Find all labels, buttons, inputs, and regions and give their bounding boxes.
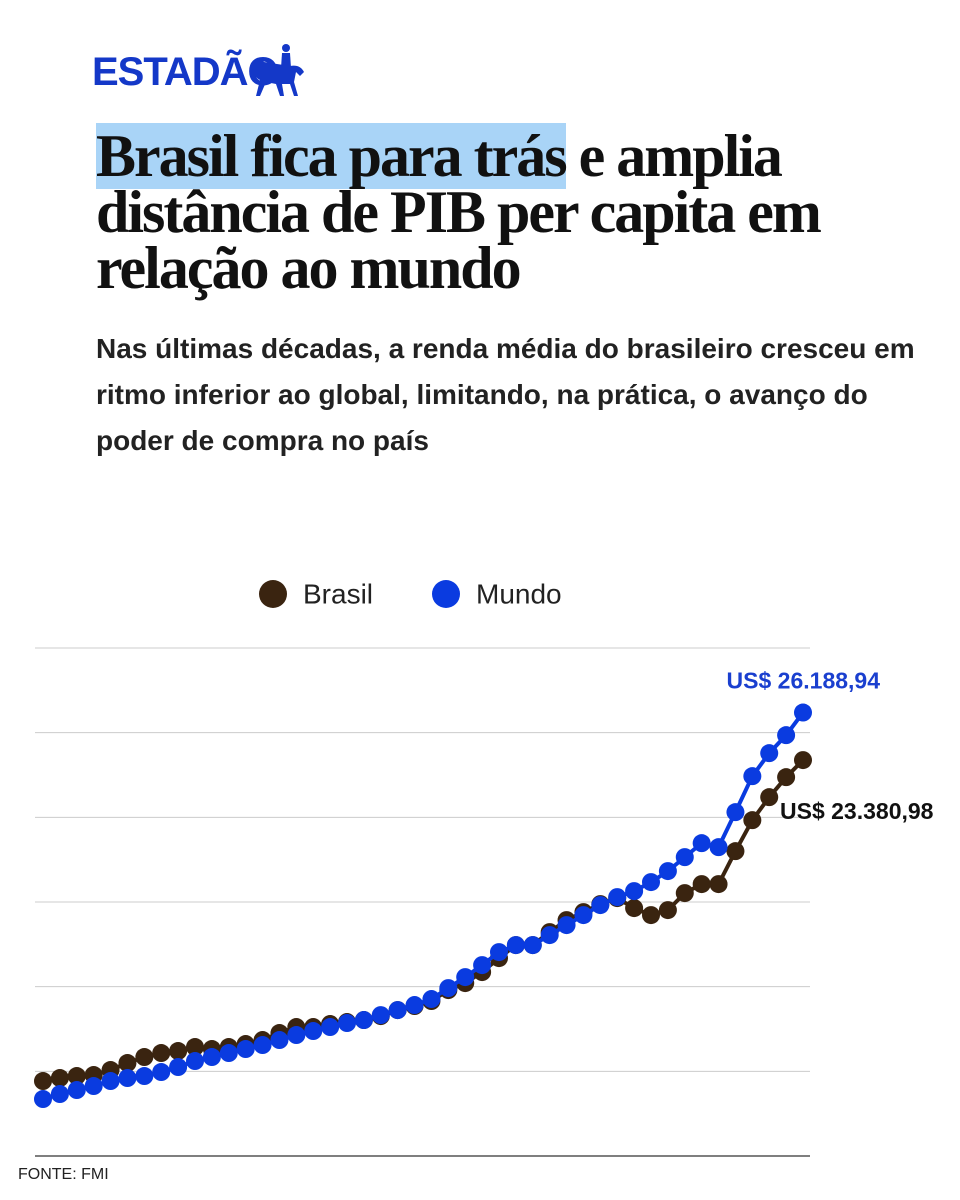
data-point [135, 1048, 154, 1067]
data-point [186, 1052, 204, 1071]
value-label: US$ 23.380,98 [780, 798, 934, 824]
series-line [42, 711, 805, 1101]
data-point [760, 788, 779, 807]
data-point [523, 936, 542, 955]
data-point [270, 1031, 289, 1050]
data-point [202, 1048, 221, 1067]
logo-icon [252, 44, 304, 96]
data-point [169, 1058, 188, 1077]
data-point [304, 1022, 323, 1041]
data-point [473, 956, 492, 975]
legend-marker [432, 580, 460, 608]
data-point [709, 838, 728, 857]
legend-label: Brasil [303, 578, 373, 609]
data-point [439, 979, 458, 998]
legend-marker [259, 580, 287, 608]
headline: Brasil fica para trás e amplia distância… [96, 123, 896, 298]
subtitle: Nas últimas décadas, a renda média do br… [96, 333, 915, 456]
data-point [709, 875, 728, 894]
data-point [743, 811, 762, 830]
data-point [186, 1038, 204, 1057]
data-point [540, 926, 559, 945]
data-point [67, 1067, 86, 1086]
data-point [338, 1014, 356, 1033]
data-point [287, 1026, 306, 1045]
data-point [726, 842, 745, 861]
data-point [692, 875, 711, 894]
data-point [456, 968, 475, 987]
data-point [777, 768, 796, 787]
data-point [658, 862, 677, 881]
data-point [777, 726, 796, 745]
data-point [118, 1054, 137, 1073]
data-point [84, 1077, 103, 1096]
data-point [101, 1072, 120, 1091]
data-point [760, 744, 779, 763]
data-point [405, 996, 424, 1015]
data-point [675, 848, 694, 867]
data-point [625, 882, 644, 901]
data-point [794, 703, 812, 722]
data-point [371, 1006, 390, 1025]
data-point [118, 1069, 137, 1088]
data-point [726, 803, 745, 822]
legend-label: Mundo [476, 578, 562, 609]
data-point [625, 899, 644, 918]
data-point [388, 1001, 407, 1020]
data-point [152, 1063, 171, 1082]
series-line [42, 758, 805, 1084]
data-point [743, 767, 762, 786]
data-point [169, 1042, 188, 1061]
data-point [67, 1081, 86, 1100]
data-point [794, 751, 812, 770]
data-point [675, 884, 694, 903]
data-point [692, 834, 711, 853]
source: FONTE: FMI [18, 1166, 109, 1183]
data-point [50, 1085, 69, 1104]
data-point [236, 1040, 255, 1059]
headline-rest: e amplia distância de PIB per capita em … [96, 123, 822, 301]
data-point [490, 943, 508, 962]
data-point [591, 896, 610, 915]
data-point [152, 1044, 171, 1063]
data-point [422, 990, 441, 1009]
data-point [574, 906, 593, 925]
data-point [135, 1067, 154, 1086]
data-point [642, 906, 660, 925]
data-point [354, 1011, 373, 1030]
data-point [50, 1069, 69, 1088]
value-label: US$ 26.188,94 [727, 668, 881, 694]
data-point [557, 916, 576, 935]
brand: ESTADÃO [92, 50, 279, 94]
headline-highlight: Brasil fica para trás [96, 123, 568, 189]
data-point [219, 1044, 238, 1063]
data-point [658, 901, 677, 920]
data-point [321, 1018, 340, 1037]
data-point [642, 873, 660, 892]
data-point [34, 1090, 52, 1109]
data-point [506, 936, 525, 955]
data-point [608, 888, 627, 907]
data-point [34, 1072, 52, 1091]
data-point [253, 1036, 272, 1055]
